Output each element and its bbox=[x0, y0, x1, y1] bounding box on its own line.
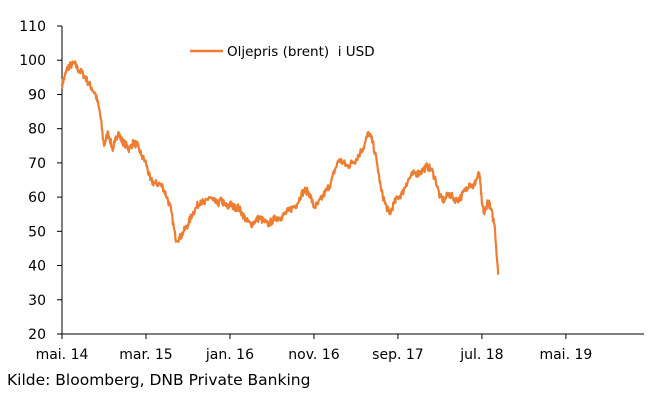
x-tick-label: nov. 16 bbox=[288, 347, 339, 363]
x-tick-label: mai. 14 bbox=[36, 347, 89, 363]
y-tick-label: 70 bbox=[28, 156, 46, 172]
legend: Oljepris (brent) i USD bbox=[190, 44, 375, 60]
y-axis-ticks: 20 30 40 50 60 70 80 90 100 110 bbox=[19, 19, 62, 343]
x-tick-label: jul. 18 bbox=[459, 347, 503, 363]
y-tick-label: 80 bbox=[28, 122, 46, 138]
source-note: Kilde: Bloomberg, DNB Private Banking bbox=[7, 371, 311, 389]
y-tick-label: 20 bbox=[28, 327, 46, 343]
series-line-0 bbox=[60, 60, 500, 275]
x-tick-label: mar. 15 bbox=[119, 347, 172, 363]
axes-layer bbox=[61, 26, 644, 335]
x-axis-ticks: mai. 14 mar. 15 jan. 16 nov. 16 sep. 17 jul. … bbox=[36, 334, 592, 363]
y-tick-label: 30 bbox=[28, 293, 46, 309]
series-layer bbox=[60, 60, 500, 275]
x-tick-label: jan. 16 bbox=[205, 347, 254, 363]
legend-label: Oljepris (brent) i USD bbox=[227, 44, 375, 60]
oil-price-line-chart: 20 30 40 50 60 70 80 90 100 110 mai. 14 mar. 15 jan… bbox=[19, 19, 644, 363]
y-tick-label: 50 bbox=[28, 224, 46, 240]
y-tick-label: 60 bbox=[28, 190, 46, 206]
x-tick-label: sep. 17 bbox=[372, 347, 424, 363]
y-tick-label: 40 bbox=[28, 259, 46, 275]
x-tick-label: mai. 19 bbox=[539, 347, 592, 363]
y-tick-label: 90 bbox=[28, 87, 46, 103]
y-tick-label: 110 bbox=[19, 19, 46, 35]
y-tick-label: 100 bbox=[19, 53, 46, 69]
